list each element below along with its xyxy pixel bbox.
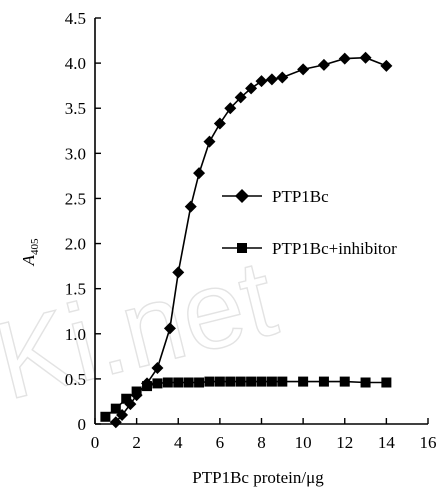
data-point-ptp1bc — [297, 63, 310, 76]
data-point-ptp1bc — [203, 135, 216, 148]
legend-item-ptp1bc: PTP1Bc — [222, 187, 329, 206]
y-tick-label: 3.0 — [65, 144, 86, 163]
legend-marker-ptp1bc — [235, 189, 249, 203]
data-point-inhibitor — [298, 376, 309, 387]
data-point-ptp1bc — [213, 117, 226, 130]
data-point-ptp1bc — [245, 82, 258, 95]
data-point-inhibitor — [246, 376, 257, 387]
legend-label-inhibitor: PTP1Bc+inhibitor — [272, 239, 397, 258]
y-tick-label: 1.5 — [65, 280, 86, 299]
x-tick-label: 10 — [295, 433, 312, 452]
data-point-ptp1bc — [109, 416, 122, 429]
data-point-ptp1bc — [151, 362, 164, 375]
data-point-inhibitor — [318, 376, 329, 387]
y-tick-label: 2.5 — [65, 189, 86, 208]
data-point-inhibitor — [214, 376, 225, 387]
data-point-inhibitor — [100, 411, 111, 422]
data-point-inhibitor — [204, 376, 215, 387]
y-tick-label: 0 — [78, 415, 87, 434]
data-point-inhibitor — [110, 403, 121, 414]
data-point-inhibitor — [183, 377, 194, 388]
data-point-inhibitor — [381, 377, 392, 388]
data-point-ptp1bc — [224, 102, 237, 115]
y-tick-label: 3.5 — [65, 99, 86, 118]
x-tick-label: 0 — [91, 433, 100, 452]
ticks: 0 0.5 1.0 1.5 2.0 2.5 3.0 3.5 4.0 4.5 0 2 4 6 8 10 12 14 1… — [65, 9, 437, 452]
y-tick-label: 4.0 — [65, 54, 86, 73]
data-point-ptp1bc — [163, 322, 176, 335]
data-point-inhibitor — [142, 381, 153, 392]
data-point-ptp1bc — [234, 91, 247, 104]
data-point-inhibitor — [162, 377, 173, 388]
data-point-inhibitor — [256, 376, 267, 387]
x-tick-label: 12 — [336, 433, 353, 452]
data-point-ptp1bc — [338, 52, 351, 65]
data-point-ptp1bc — [317, 58, 330, 71]
y-tick-label: 4.5 — [65, 9, 86, 28]
x-tick-label: 4 — [174, 433, 183, 452]
data-point-inhibitor — [277, 376, 288, 387]
data-point-ptp1bc — [193, 167, 206, 180]
x-tick-label: 6 — [216, 433, 225, 452]
x-tick-label: 16 — [420, 433, 437, 452]
data-point-inhibitor — [194, 377, 205, 388]
data-point-ptp1bc — [172, 266, 185, 279]
data-point-inhibitor — [235, 376, 246, 387]
y-axis-title: A405 — [19, 238, 41, 266]
y-tick-label: 0.5 — [65, 370, 86, 389]
data-point-inhibitor — [266, 376, 277, 387]
data-point-ptp1bc — [276, 71, 289, 84]
data-point-ptp1bc — [255, 75, 268, 88]
data-point-ptp1bc — [265, 73, 278, 86]
data-point-ptp1bc — [380, 59, 393, 72]
data-point-ptp1bc — [124, 398, 137, 411]
legend: PTP1Bc PTP1Bc+inhibitor — [222, 187, 397, 258]
data-point-inhibitor — [152, 378, 163, 389]
x-axis-title: PTP1Bc protein/μg — [192, 468, 324, 487]
data-point-ptp1bc — [359, 51, 372, 64]
data-point-inhibitor — [173, 377, 184, 388]
y-tick-label: 2.0 — [65, 235, 86, 254]
data-point-inhibitor — [360, 377, 371, 388]
data-point-inhibitor — [225, 376, 236, 387]
x-tick-label: 14 — [378, 433, 396, 452]
data-point-ptp1bc — [184, 200, 197, 213]
legend-item-inhibitor: PTP1Bc+inhibitor — [222, 239, 397, 258]
series-layer — [100, 51, 393, 429]
data-point-inhibitor — [339, 376, 350, 387]
y-axis-title-sub: 405 — [29, 238, 41, 255]
data-point-inhibitor — [131, 386, 142, 397]
y-tick-label: 1.0 — [65, 325, 86, 344]
data-point-inhibitor — [121, 393, 132, 404]
x-tick-label: 2 — [132, 433, 141, 452]
legend-marker-inhibitor — [237, 243, 247, 253]
x-tick-label: 8 — [257, 433, 266, 452]
watermark: Ki.net — [0, 236, 287, 423]
y-axis-title-main: A — [19, 254, 38, 266]
legend-label-ptp1bc: PTP1Bc — [272, 187, 329, 206]
